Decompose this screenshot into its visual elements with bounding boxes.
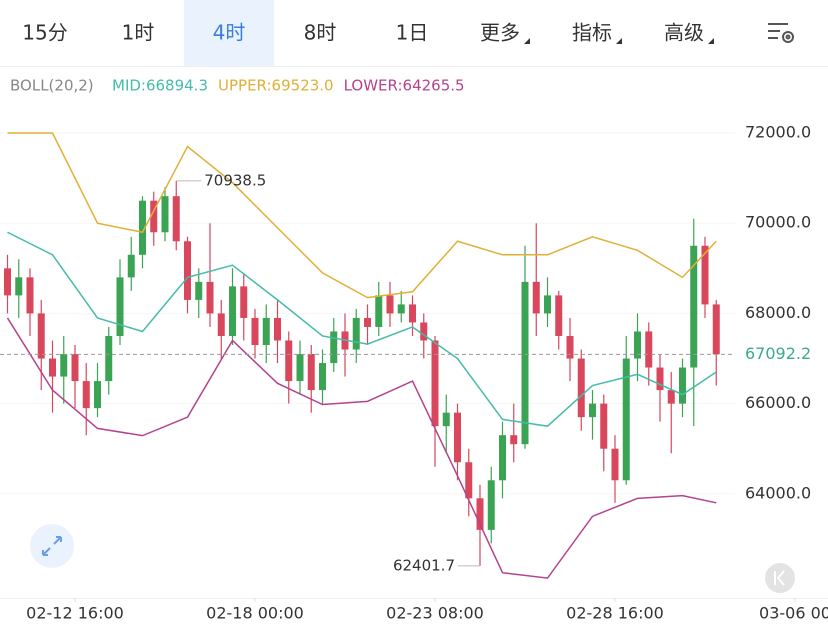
candle-body xyxy=(566,335,574,359)
candle-body xyxy=(690,245,698,368)
y-tick-label: 72000.0 xyxy=(745,123,811,142)
tab[interactable]: 指标 xyxy=(572,21,612,45)
dropdown-marker xyxy=(616,38,622,44)
tab[interactable]: 15分 xyxy=(22,21,67,45)
candle-body xyxy=(465,462,473,499)
scroll-latest-button[interactable] xyxy=(765,563,795,593)
candle-body xyxy=(487,480,495,530)
tab[interactable]: 高级 xyxy=(664,21,704,45)
candle-body xyxy=(161,196,169,233)
legend-entry: LOWER:64265.5 xyxy=(344,77,465,95)
candle-body xyxy=(4,268,11,296)
band-line xyxy=(7,132,717,299)
candle-body xyxy=(296,354,304,382)
candle-body xyxy=(679,367,686,404)
candle-body xyxy=(139,200,146,255)
candle-body xyxy=(454,412,461,463)
max-label: 70938.5 xyxy=(204,171,266,189)
legend-entry: MID:66894.3 xyxy=(112,77,208,95)
candle-body xyxy=(499,435,506,481)
x-tick-label: 02-18 00:00 xyxy=(206,604,304,623)
candle-body xyxy=(645,331,653,368)
y-tick-label: 70000.0 xyxy=(745,213,811,232)
indicator-label: BOLL(20,2) xyxy=(10,77,94,95)
candle-body xyxy=(71,354,79,382)
candle-body xyxy=(274,317,281,341)
settings-icon[interactable] xyxy=(768,23,794,43)
candle-body xyxy=(172,196,180,242)
candle-body xyxy=(555,295,563,336)
x-tick-label: 02-28 16:00 xyxy=(566,604,664,623)
candle-body xyxy=(521,281,529,445)
y-tick-label: 66000.0 xyxy=(745,393,811,412)
candle-body xyxy=(442,412,450,427)
candle-body xyxy=(701,245,709,305)
active-tab-bg xyxy=(184,0,274,66)
candle-body xyxy=(307,354,315,391)
candle-body xyxy=(532,281,540,314)
candle-body xyxy=(184,241,191,300)
candle-body xyxy=(229,286,236,336)
candle-body xyxy=(577,358,585,418)
candle-body xyxy=(375,295,383,327)
candle-body xyxy=(409,304,416,323)
candle-body xyxy=(105,335,113,382)
candle-body xyxy=(622,358,630,481)
y-tick-label: 64000.0 xyxy=(745,483,811,502)
candle-body xyxy=(26,277,34,314)
x-tick-label: 02-23 08:00 xyxy=(386,604,484,623)
candle-body xyxy=(49,358,56,377)
candle-body xyxy=(217,313,225,336)
band-line xyxy=(7,231,717,427)
candle-body xyxy=(116,277,124,336)
candle-body xyxy=(600,403,608,449)
candle-body xyxy=(127,254,135,278)
tab[interactable]: 更多 xyxy=(480,21,520,45)
candle-body xyxy=(364,317,371,327)
candle-body xyxy=(712,304,720,355)
legend-entry: UPPER:69523.0 xyxy=(218,77,334,95)
candle-body xyxy=(15,277,23,296)
candle-body xyxy=(206,281,214,314)
dropdown-marker xyxy=(524,38,530,44)
candle-body xyxy=(60,354,68,377)
candle-body xyxy=(319,363,326,391)
dropdown-marker xyxy=(708,38,714,44)
x-tick-label: 03-06 00 xyxy=(759,604,828,623)
candle-body xyxy=(251,317,259,345)
tab[interactable]: 1日 xyxy=(396,21,429,45)
candle-body xyxy=(240,286,248,318)
candle-body xyxy=(656,367,664,391)
last-price-label: 67092.2 xyxy=(745,344,811,363)
candle-body xyxy=(667,390,675,404)
candle-body xyxy=(611,448,619,481)
candle-body xyxy=(330,331,338,364)
candle-body xyxy=(420,322,428,341)
min-label: 62401.7 xyxy=(393,556,455,574)
y-tick-label: 68000.0 xyxy=(745,303,811,322)
candle-body xyxy=(431,340,439,427)
x-tick-label: 02-12 16:00 xyxy=(26,604,124,623)
band-line xyxy=(6,317,717,579)
candle-body xyxy=(195,281,203,300)
expand-button[interactable] xyxy=(30,524,74,568)
candle-body xyxy=(476,498,484,530)
candle-body xyxy=(386,295,394,314)
candle-body xyxy=(94,381,101,409)
candle-body xyxy=(262,317,270,345)
candle-body xyxy=(544,295,551,314)
candle-body xyxy=(150,200,158,233)
tab[interactable]: 4时 xyxy=(213,21,246,45)
tab[interactable]: 1时 xyxy=(122,21,155,45)
candle-body xyxy=(352,317,360,350)
candle-body xyxy=(589,403,596,418)
candle-body xyxy=(634,331,641,359)
candle-body xyxy=(397,304,405,314)
tab[interactable]: 8时 xyxy=(304,21,337,45)
candle-body xyxy=(82,381,90,409)
candle-body xyxy=(37,313,45,359)
candle-body xyxy=(510,435,518,445)
candle-body xyxy=(285,340,293,382)
